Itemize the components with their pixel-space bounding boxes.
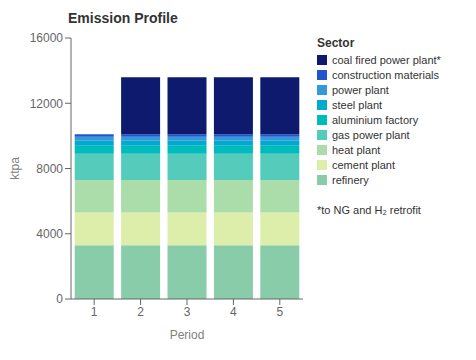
html-text:Sector: Sector — [317, 36, 355, 50]
svg-text:4: 4 — [230, 305, 237, 319]
svg-text:3: 3 — [184, 305, 191, 319]
html-text:coal fired power plant*: coal fired power plant* — [332, 54, 441, 66]
svg-text:0: 0 — [56, 292, 63, 306]
html-text:heat plant: heat plant — [332, 144, 381, 156]
svg-text:12000: 12000 — [30, 97, 64, 111]
html-text:steel plant: steel plant — [332, 99, 383, 111]
html-text:power plant: power plant — [332, 84, 389, 96]
svg-text:4000: 4000 — [36, 227, 63, 241]
svg-text:ktpa: ktpa — [8, 157, 22, 180]
html-text:Emission Profile: Emission Profile — [68, 10, 178, 26]
html-text:aluminium factory: aluminium factory — [332, 114, 419, 126]
html-text:cement plant: cement plant — [332, 159, 395, 171]
svg-text:2: 2 — [137, 305, 144, 319]
html-text:gas power plant: gas power plant — [332, 129, 410, 141]
html-text:*to NG and H₂ retrofit: *to NG and H₂ retrofit — [317, 204, 421, 216]
svg-text:Period: Period — [170, 328, 205, 342]
svg-text:8000: 8000 — [36, 162, 63, 176]
html-text:construction materials: construction materials — [332, 69, 439, 81]
html-text:refinery: refinery — [332, 174, 369, 186]
svg-text:5: 5 — [276, 305, 283, 319]
svg-text:1: 1 — [91, 305, 98, 319]
svg-text:16000: 16000 — [30, 31, 64, 45]
